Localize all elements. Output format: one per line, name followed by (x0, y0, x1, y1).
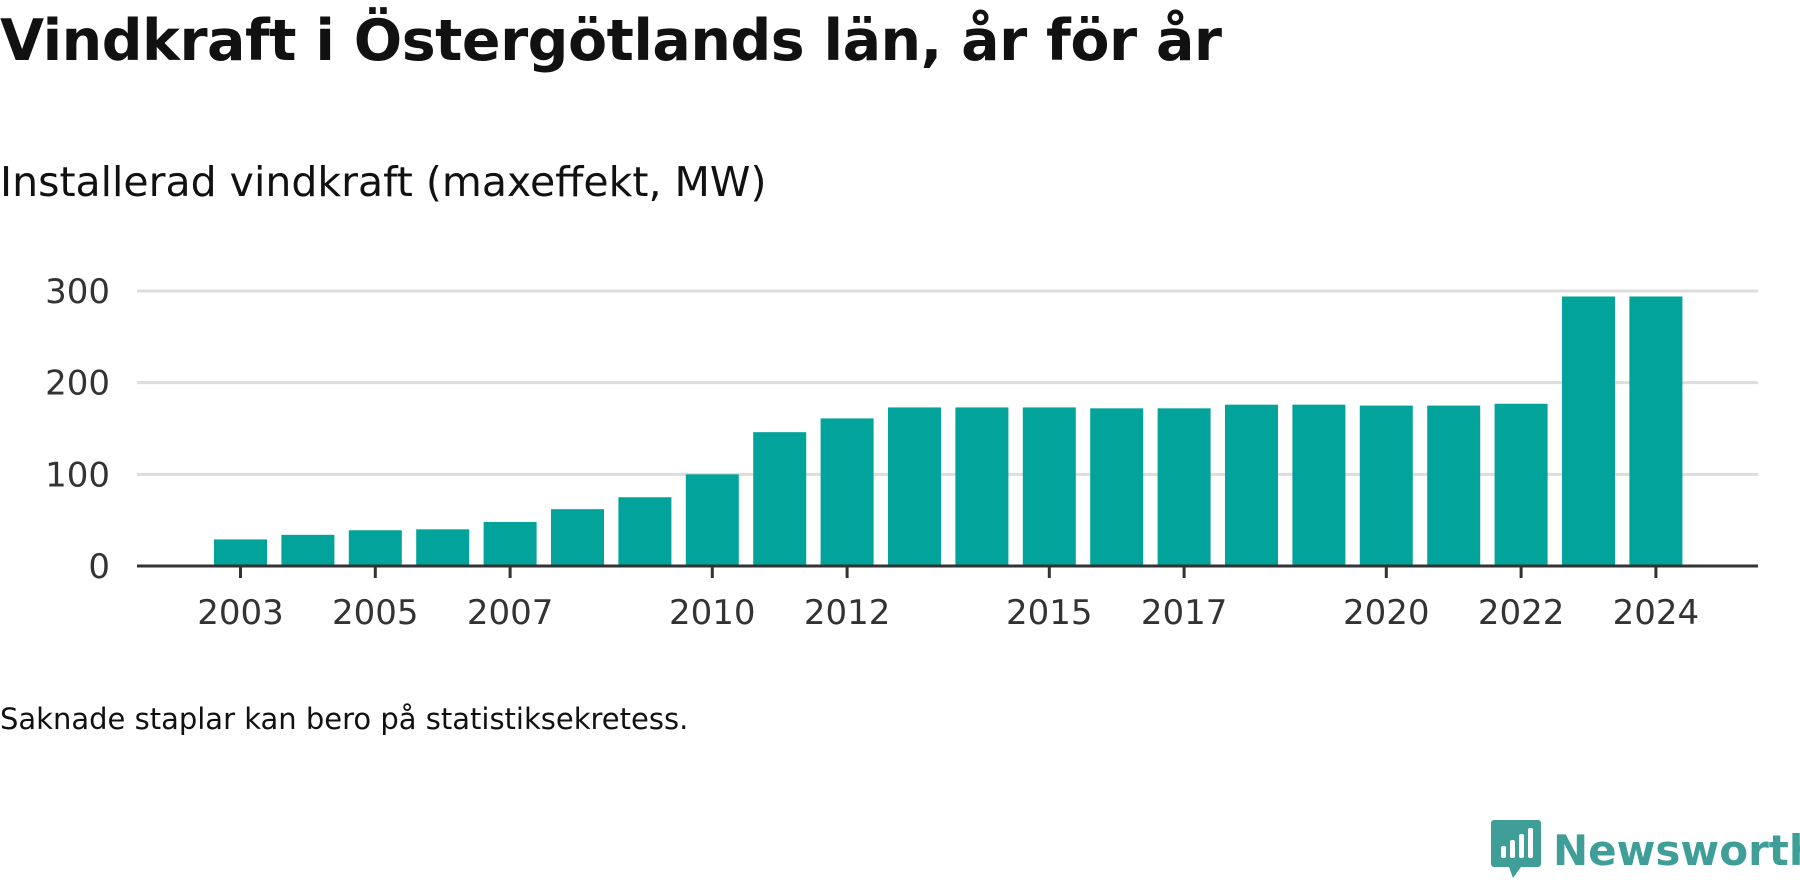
x-tick-label: 2020 (1343, 593, 1430, 633)
y-tick-label: 200 (45, 364, 110, 404)
chart-title: Vindkraft i Östergötlands län, år för år (0, 8, 1222, 74)
bar (1157, 408, 1211, 566)
x-tick-label: 2015 (1006, 593, 1093, 633)
bar (1494, 403, 1548, 566)
y-tick-label: 300 (45, 272, 110, 312)
bar (888, 407, 941, 566)
x-tick-label: 2005 (332, 593, 419, 633)
x-tick-label: 2017 (1141, 593, 1228, 633)
bar (955, 407, 1009, 566)
y-tick-label: 0 (88, 547, 110, 587)
x-tick-label: 2003 (197, 593, 284, 633)
bar (1090, 408, 1144, 566)
x-tick-label: 2024 (1613, 593, 1700, 633)
bar (1225, 404, 1278, 566)
footnote: Saknade staplar kan bero på statistiksek… (0, 702, 689, 736)
bar (685, 474, 739, 566)
x-tick-label: 2007 (467, 593, 554, 633)
x-tick-label: 2010 (669, 593, 756, 633)
bar (1629, 296, 1683, 566)
bar (618, 497, 672, 566)
y-axis-ticks: 0 100 200 300 (45, 272, 110, 587)
bar (1562, 296, 1615, 566)
bar (820, 418, 874, 566)
bar (551, 509, 604, 566)
bar (214, 539, 267, 566)
bar (1022, 407, 1076, 566)
bar (1427, 405, 1481, 566)
bar (1292, 404, 1346, 566)
bar (483, 522, 537, 566)
newsworthy-logo-icon (1491, 820, 1541, 878)
brand-logo: Newsworthy (1491, 820, 1800, 880)
x-tick-label: 2012 (804, 593, 891, 633)
bar (348, 530, 402, 566)
bar (416, 529, 470, 566)
chart-subtitle: Installerad vindkraft (maxeffekt, MW) (0, 158, 767, 206)
bar (281, 534, 335, 566)
x-axis-ticks: 2003 2005 2007 2010 2012 2015 2017 2020 2022 2024 (197, 566, 1699, 633)
grid-lines (137, 289, 1758, 476)
y-tick-label: 100 (45, 455, 110, 495)
bars (214, 296, 1683, 566)
bar (1359, 405, 1413, 566)
brand-name: Newsworthy (1553, 825, 1800, 875)
bar (753, 432, 807, 566)
x-tick-label: 2022 (1478, 593, 1565, 633)
